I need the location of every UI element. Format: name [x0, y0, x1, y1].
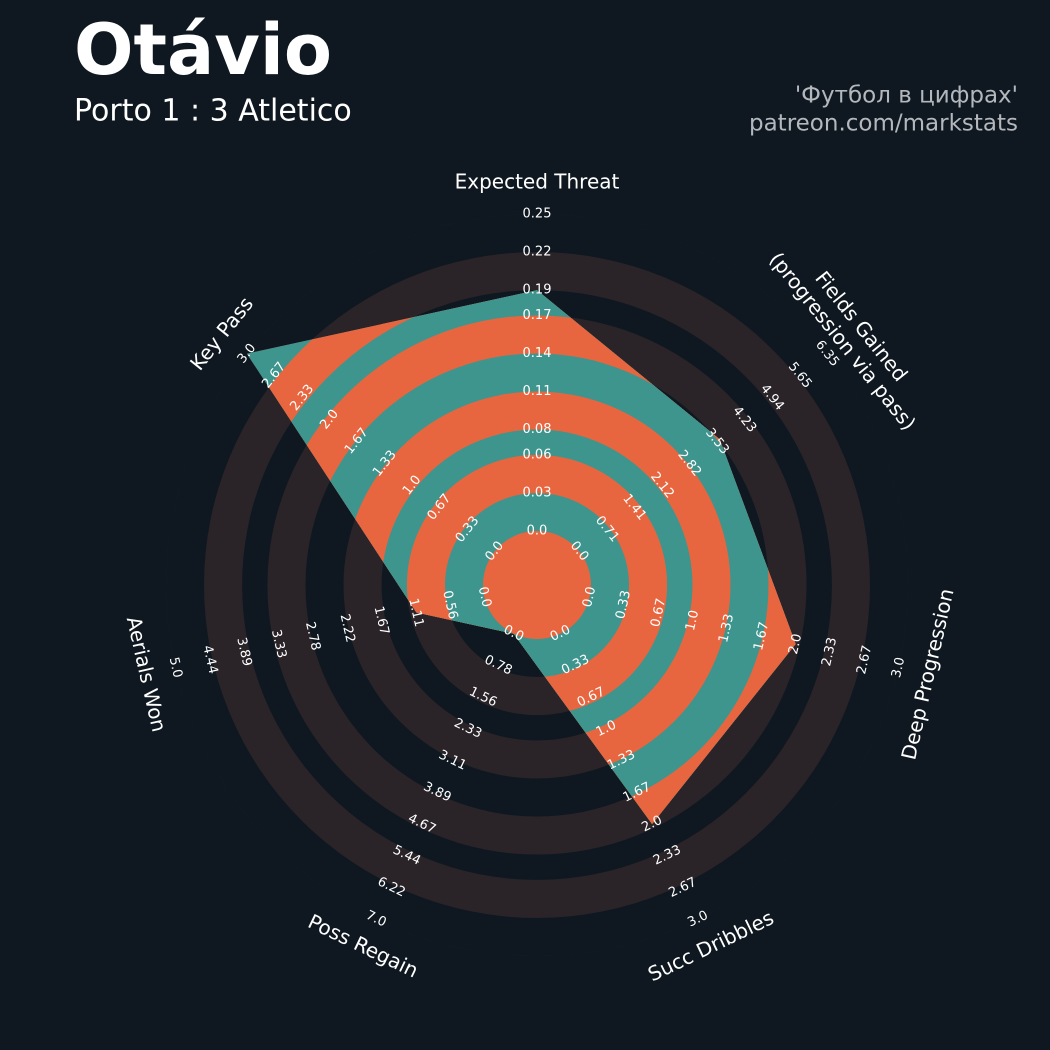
- tick-label: 3.0: [889, 656, 908, 680]
- param-label: Expected Threat: [455, 170, 620, 194]
- tick-label: 1.67: [751, 621, 772, 653]
- tick-label: 1.11: [405, 597, 426, 629]
- tick-label: 0.0: [580, 585, 599, 609]
- tick-label: 0.67: [648, 597, 669, 629]
- chart-title: Otávio: [74, 9, 332, 91]
- tick-label: 0.17: [523, 308, 552, 323]
- tick-label: 2.67: [854, 644, 875, 676]
- tick-label: 1.33: [716, 613, 737, 645]
- tick-label: 0.22: [523, 245, 552, 260]
- tick-label: 3.33: [268, 628, 289, 660]
- tick-label: 5.0: [166, 656, 185, 680]
- tick-label: 0.06: [523, 447, 552, 462]
- chart-subtitle: Porto 1 : 3 Atletico: [74, 94, 352, 129]
- tick-label: 2.33: [819, 636, 840, 668]
- tick-label: 0.14: [523, 346, 552, 361]
- tick-label: 0.08: [523, 422, 552, 437]
- tick-label: 2.78: [302, 620, 323, 652]
- tick-label: 0.56: [439, 589, 460, 621]
- tick-label: 0.0: [475, 585, 494, 609]
- tick-label: 0.11: [523, 384, 552, 399]
- tick-label: 1.67: [371, 605, 392, 637]
- tick-label: 2.22: [337, 613, 358, 645]
- value-ring: [483, 531, 591, 639]
- tick-label: 0.03: [523, 485, 552, 500]
- tick-label: 0.25: [523, 207, 552, 222]
- tick-label: 0.0: [527, 524, 548, 539]
- tick-label: 1.0: [683, 609, 702, 633]
- tick-label: 0.19: [523, 283, 552, 298]
- tick-label: 2.0: [786, 632, 805, 656]
- credit: patreon.com/markstats: [749, 111, 1018, 137]
- tick-label: 3.89: [233, 636, 254, 668]
- credit: 'Футбол в цифрах': [795, 83, 1018, 109]
- tick-label: 0.33: [613, 589, 634, 621]
- tick-label: 4.44: [199, 644, 220, 676]
